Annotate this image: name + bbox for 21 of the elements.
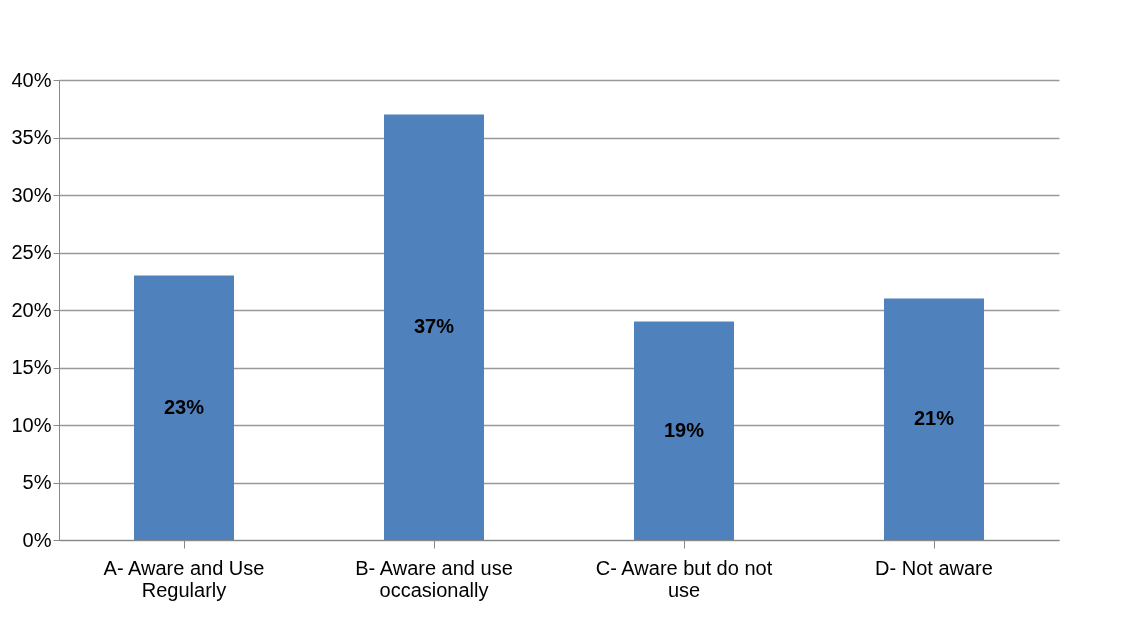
y-tick-label: 15%	[11, 356, 52, 378]
x-tick-label: D- Not aware	[875, 556, 993, 579]
data-label: 21%	[913, 407, 955, 430]
x-tick-label: C- Aware but do not use	[595, 556, 773, 601]
y-tick-label: 35%	[11, 126, 52, 148]
y-tick-label: 5%	[22, 471, 52, 493]
y-tick-label: 25%	[11, 241, 52, 263]
y-tick-label: 20%	[11, 298, 52, 321]
y-tick-label: 40%	[11, 68, 52, 91]
data-label: 23%	[163, 395, 205, 418]
bar	[884, 298, 984, 540]
x-tick-label: A- Aware and Use Regularly	[103, 556, 265, 601]
y-tick-label: 0%	[22, 528, 52, 551]
data-label: 19%	[663, 418, 705, 441]
x-tick-label: B- Aware and use occasionally	[355, 556, 513, 601]
y-tick-label: 30%	[11, 183, 52, 206]
bar	[634, 321, 734, 540]
y-tick-label: 10%	[11, 413, 52, 436]
bar	[134, 275, 234, 540]
bar	[384, 114, 484, 540]
data-label: 37%	[413, 315, 455, 338]
